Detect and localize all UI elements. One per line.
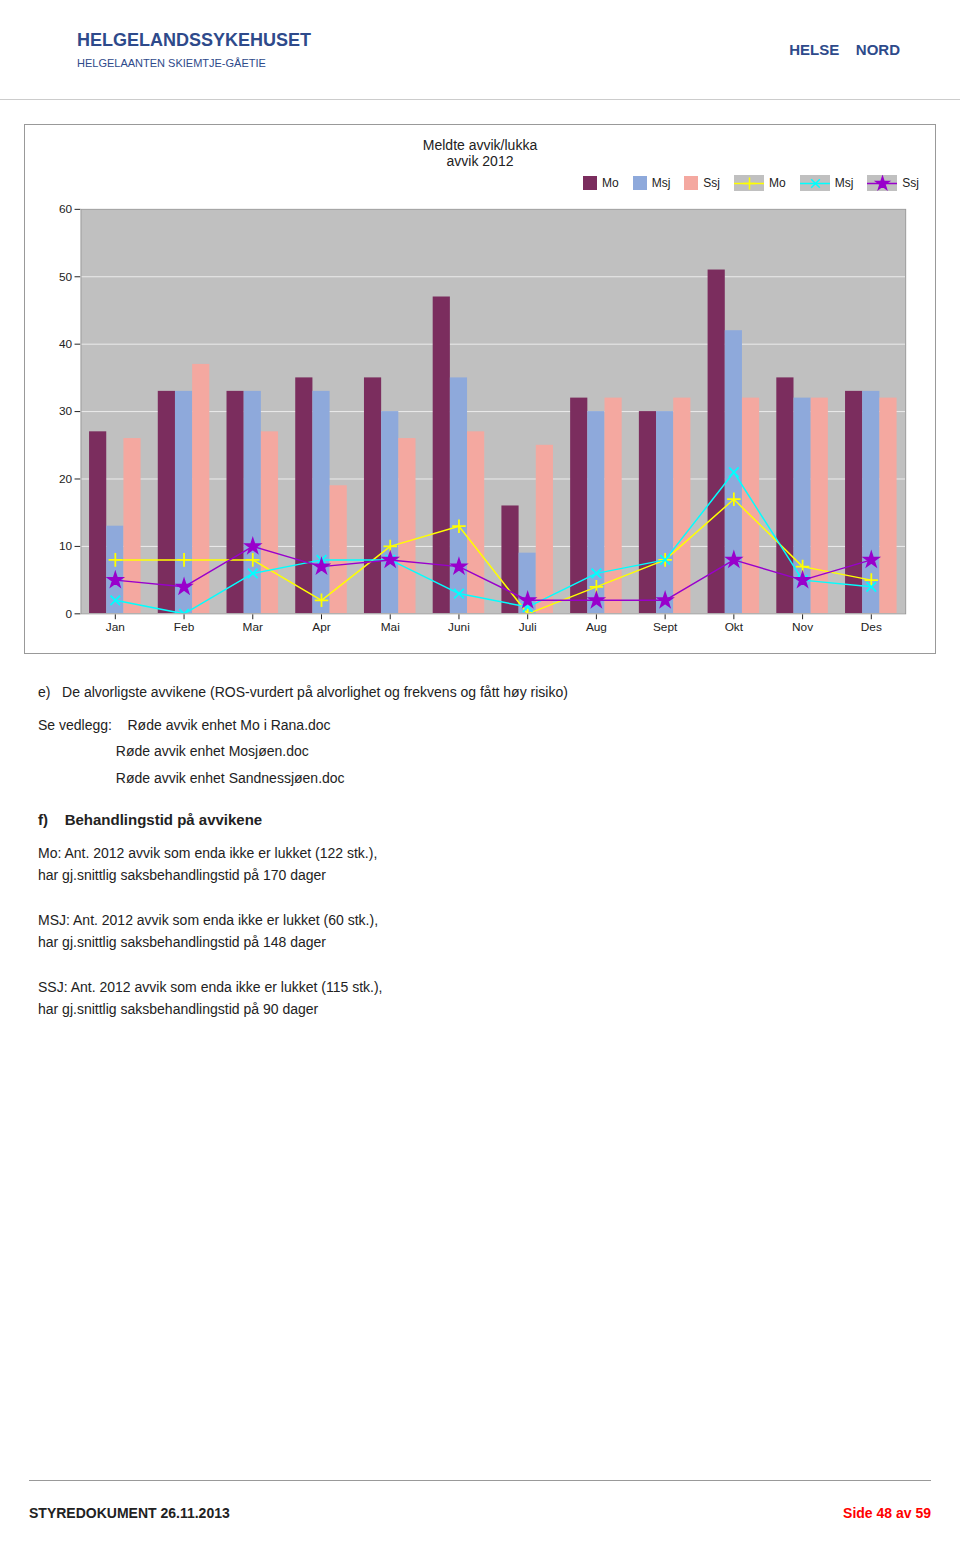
- svg-text:Des: Des: [861, 620, 882, 634]
- html-text:Røde avvik enhet Mosjøen.doc: Røde avvik enhet Mosjøen.doc: [38, 743, 309, 760]
- html-text:HELGELANDSSYKEHUSET: HELGELANDSSYKEHUSET: [77, 30, 311, 50]
- svg-text:Apr: Apr: [312, 620, 330, 634]
- html-text:HELGELAANTEN SKIEMTJE-GÅETIE: HELGELAANTEN SKIEMTJE-GÅETIE: [77, 57, 266, 69]
- svg-text:60: 60: [59, 202, 73, 216]
- svg-text:Nov: Nov: [792, 620, 813, 634]
- html-text:Msj: Msj: [651, 176, 671, 190]
- svg-text:30: 30: [59, 404, 73, 418]
- svg-text:Juni: Juni: [448, 620, 470, 634]
- html-text:Meldte avvik/lukka avvik 2012: Meldte avvik/lukka avvik 2012: [422, 137, 538, 169]
- html-text:STYREDOKUMENT 26.11.2013: STYREDOKUMENT 26.11.2013: [29, 1505, 230, 1521]
- html-text:f) Behandlingstid på avvikene: f) Behandlingstid på avvikene: [38, 811, 263, 829]
- svg-text:Feb: Feb: [174, 620, 195, 634]
- html-text:Mo: Mo: [602, 176, 619, 190]
- html-text:MSJ: Ant. 2012 avvik som enda: MSJ: Ant. 2012 avvik som enda ikke er lu…: [38, 911, 378, 951]
- svg-text:50: 50: [59, 270, 73, 284]
- html-text:Se vedlegg: Røde avvik enhet M: Se vedlegg: Røde avvik enhet Mo i Rana.d…: [38, 716, 331, 733]
- html-text:Ssj: Ssj: [703, 176, 720, 190]
- html-text:SSJ: Ant. 2012 avvik som enda: SSJ: Ant. 2012 avvik som enda ikke er lu…: [38, 978, 383, 1017]
- svg-text:0: 0: [65, 607, 72, 621]
- svg-text:Juli: Juli: [519, 620, 537, 634]
- svg-text:20: 20: [59, 472, 73, 486]
- html-text:Side 48 av 59: Side 48 av 59: [843, 1505, 931, 1521]
- svg-text:10: 10: [59, 539, 73, 553]
- html-text:Røde avvik enhet Sandnessjøen.: Røde avvik enhet Sandnessjøen.doc: [38, 769, 345, 786]
- html-text:HELSE NORD: HELSE NORD: [789, 41, 900, 58]
- svg-text:40: 40: [59, 337, 73, 351]
- svg-text:Jan: Jan: [106, 620, 125, 634]
- html-text:e) De alvorligste avvikene (RO: e) De alvorligste avvikene (ROS-vurdert …: [38, 683, 568, 700]
- svg-text:Mar: Mar: [243, 620, 263, 634]
- svg-text:Mai: Mai: [381, 620, 400, 634]
- html-text:Ssj: Ssj: [902, 176, 919, 190]
- html-text:Msj: Msj: [834, 176, 854, 190]
- svg-text:Okt: Okt: [725, 620, 744, 634]
- html-text:Mo: Ant. 2012 avvik som enda i: Mo: Ant. 2012 avvik som enda ikke er luk…: [38, 845, 378, 884]
- html-text:Mo: Mo: [769, 176, 786, 190]
- svg-text:Aug: Aug: [586, 620, 607, 634]
- svg-text:Sept: Sept: [653, 620, 678, 634]
